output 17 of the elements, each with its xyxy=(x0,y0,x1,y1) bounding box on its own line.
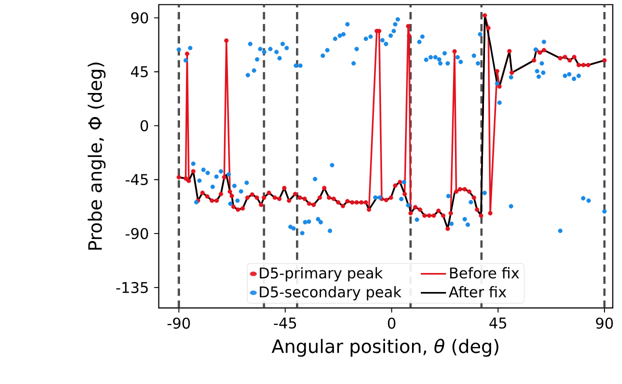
y-tick-label: -90 xyxy=(126,228,148,240)
legend-label: After fix xyxy=(448,286,506,298)
x-axis-title: Angular position, θ (deg) xyxy=(272,338,498,357)
y-tick-label: 90 xyxy=(131,12,148,24)
legend-label: D5-secondary peak xyxy=(260,286,402,300)
x-tick-label: 90 xyxy=(596,318,613,329)
y-tick-label: 45 xyxy=(130,66,148,78)
x-tick-label: -45 xyxy=(274,318,296,329)
y-tick-label: -135 xyxy=(116,282,148,294)
x-tick-label: 45 xyxy=(489,318,506,329)
legend-label: Before fix xyxy=(450,267,520,279)
y-tick-label: -45 xyxy=(126,174,148,186)
x-tick-label: 0 xyxy=(388,318,396,329)
y-axis-title: Probe angle, Φ (deg) xyxy=(88,62,106,250)
y-tick-label: 0 xyxy=(140,120,148,132)
legend-label: D5-primary peak xyxy=(260,267,383,282)
x-tick-label: -90 xyxy=(168,318,190,329)
